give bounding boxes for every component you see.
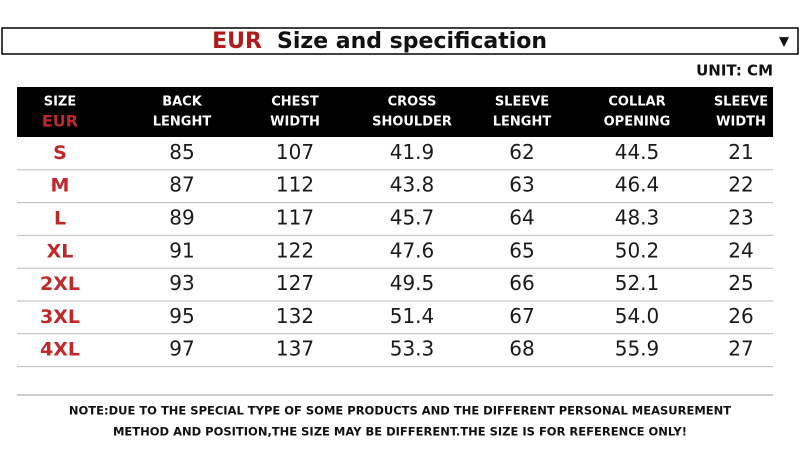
cell: 41.9	[390, 140, 435, 164]
cell: 22	[728, 173, 753, 197]
column-header: SLEEVE	[495, 95, 549, 110]
column-header: OPENING	[604, 115, 671, 130]
cell: 43.8	[390, 173, 435, 197]
title: Size and specification	[277, 29, 547, 54]
note-line: NOTE:DUE TO THE SPECIAL TYPE OF SOME PRO…	[69, 404, 731, 418]
cell: 62	[509, 140, 534, 164]
cell: 93	[169, 271, 194, 295]
cell: 27	[728, 337, 753, 361]
cell: 87	[169, 173, 194, 197]
cell: 127	[276, 271, 314, 295]
cell: 89	[169, 206, 194, 230]
size-label: 3XL	[40, 306, 80, 328]
cell: 47.6	[390, 238, 435, 262]
column-header: LENGHT	[493, 115, 552, 130]
cell: 132	[276, 304, 314, 328]
cell: 66	[509, 271, 534, 295]
table-header	[17, 87, 773, 137]
cell: 25	[728, 271, 753, 295]
note-line: METHOD AND POSITION,THE SIZE MAY BE DIFF…	[113, 425, 687, 439]
cell: 21	[728, 140, 753, 164]
cell: 50.2	[615, 238, 660, 262]
column-header: SHOULDER	[372, 115, 452, 130]
column-header: EUR	[42, 112, 78, 131]
cell: 65	[509, 238, 534, 262]
cell: 44.5	[615, 140, 660, 164]
unit: UNIT: CM	[696, 62, 773, 80]
cell: 67	[509, 304, 534, 328]
title-bar	[1, 27, 799, 55]
column-header: WIDTH	[716, 115, 766, 130]
cell: 122	[276, 238, 314, 262]
cell: 64	[509, 206, 534, 230]
cell: 91	[169, 238, 194, 262]
cell: 107	[276, 140, 314, 164]
size-label: 4XL	[40, 339, 80, 361]
column-header: CHEST	[271, 95, 319, 110]
cell: 112	[276, 173, 314, 197]
cell: 97	[169, 337, 194, 361]
column-header: COLLAR	[608, 95, 665, 110]
dropdown-arrow[interactable]: ▼	[779, 35, 789, 50]
size-label: XL	[47, 240, 74, 262]
cell: 26	[728, 304, 753, 328]
cell: 137	[276, 337, 314, 361]
column-header: SLEEVE	[714, 95, 768, 110]
cell: 68	[509, 337, 534, 361]
cell: 95	[169, 304, 194, 328]
size-label: 2XL	[40, 273, 80, 295]
cell: 49.5	[390, 271, 435, 295]
cell: 53.3	[390, 337, 435, 361]
cell: 51.4	[390, 304, 435, 328]
title-eur: EUR	[212, 29, 262, 54]
column-header: SIZE	[44, 95, 77, 110]
cell: 45.7	[390, 206, 435, 230]
cell: 46.4	[615, 173, 660, 197]
size-label: M	[51, 175, 70, 197]
cell: 23	[728, 206, 753, 230]
cell: 117	[276, 206, 314, 230]
column-header: LENGHT	[153, 115, 212, 130]
column-header: CROSS	[388, 95, 437, 110]
size-label: S	[53, 142, 67, 164]
column-header: BACK	[162, 95, 203, 110]
cell: 52.1	[615, 271, 660, 295]
cell: 48.3	[615, 206, 660, 230]
size-label: L	[54, 208, 66, 230]
column-header: WIDTH	[270, 115, 320, 130]
cell: 63	[509, 173, 534, 197]
cell: 24	[728, 238, 753, 262]
cell: 85	[169, 140, 194, 164]
cell: 54.0	[615, 304, 660, 328]
cell: 55.9	[615, 337, 660, 361]
